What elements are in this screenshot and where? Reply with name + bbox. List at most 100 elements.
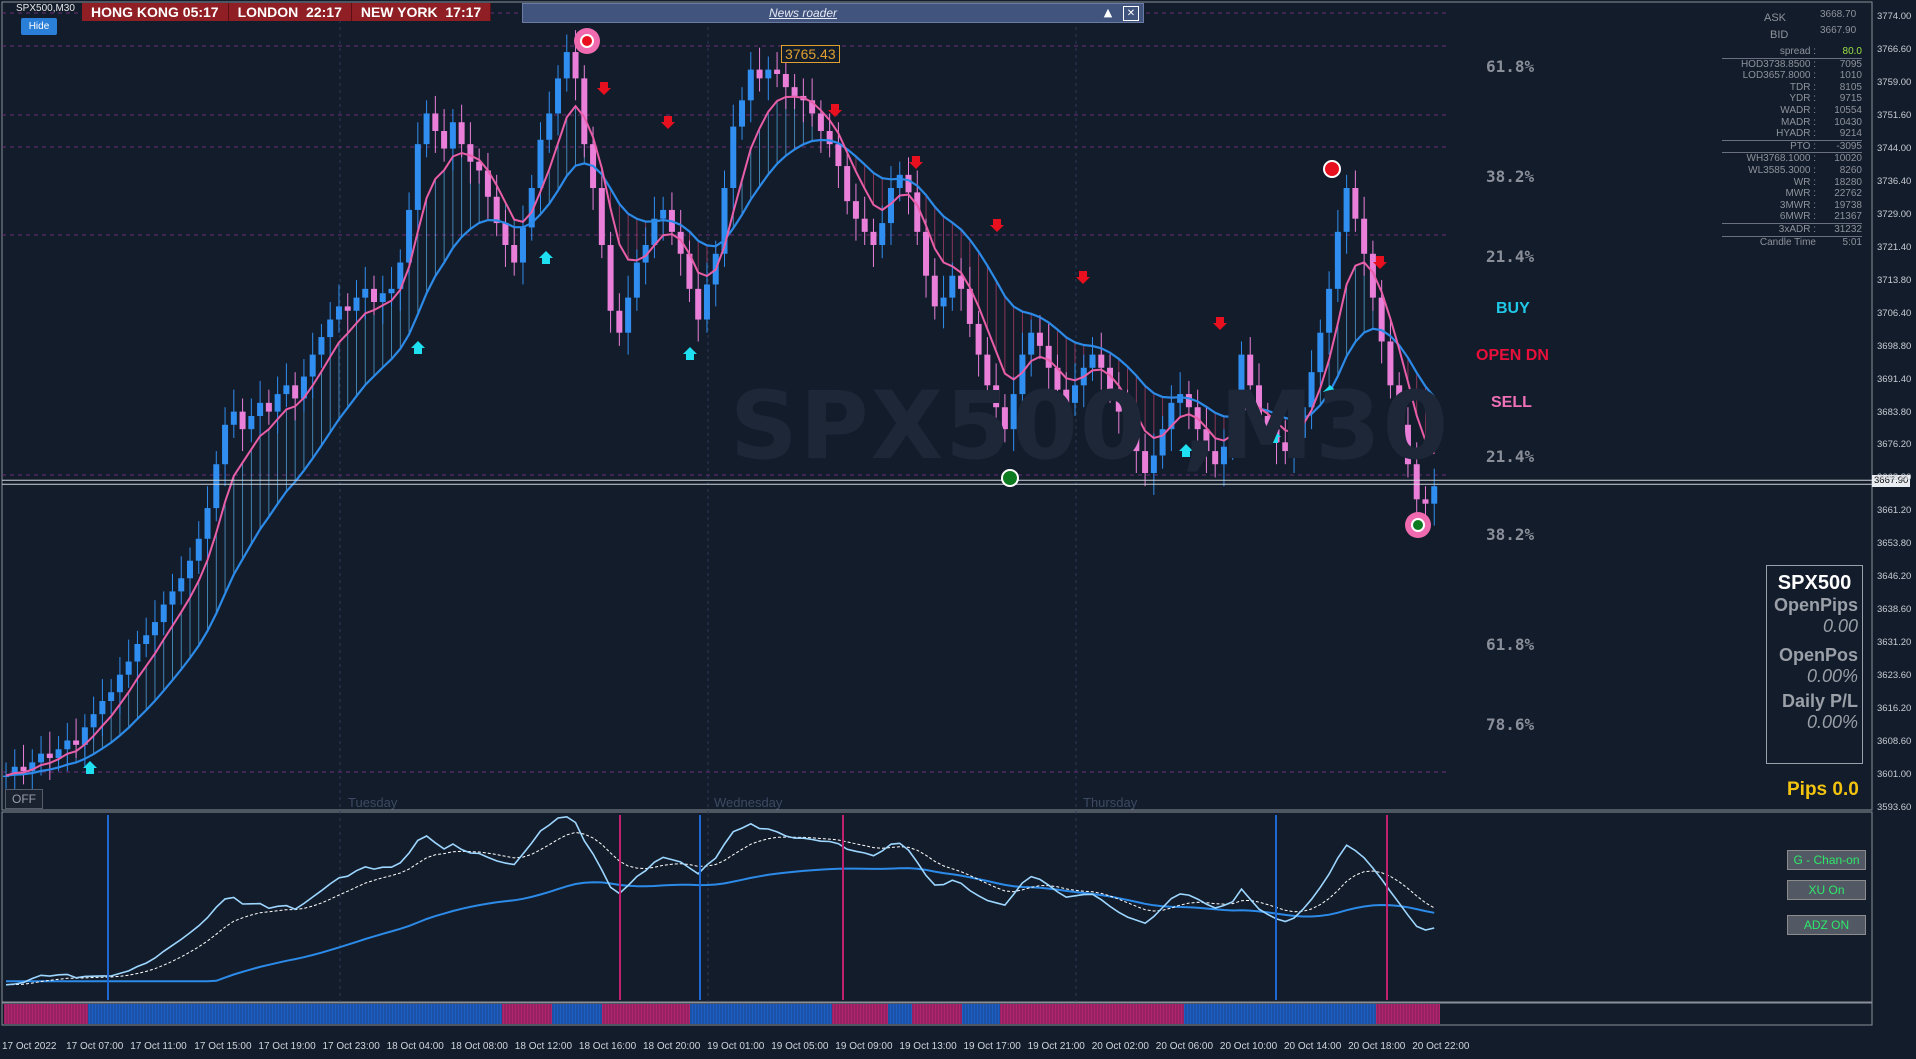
candle-body bbox=[1150, 455, 1157, 474]
candle-body bbox=[125, 661, 132, 675]
info-row-label: WR : bbox=[1793, 176, 1816, 188]
info-row: spread : 80.0 bbox=[1722, 46, 1862, 58]
candle-body bbox=[511, 245, 518, 263]
candle-body bbox=[1413, 464, 1420, 500]
candle-body bbox=[1203, 429, 1210, 452]
price-tick-label: 3646.20 bbox=[1877, 571, 1912, 583]
trend-strip-block bbox=[690, 1004, 832, 1024]
world-clocks: HONG KONG 05:17 LONDON 22:17 NEW YORK 17… bbox=[82, 3, 492, 21]
candle-body bbox=[265, 402, 272, 412]
candle-body bbox=[1369, 253, 1376, 298]
buy-arrow bbox=[539, 251, 553, 264]
candle-body bbox=[344, 306, 351, 311]
candle-body bbox=[782, 74, 789, 88]
time-tick-label: 20 Oct 22:00 bbox=[1412, 1041, 1470, 1052]
fib-level-label: 38.2% bbox=[1486, 525, 1535, 544]
info-row: MADR : 10430 bbox=[1722, 117, 1862, 129]
info-panel: spread :80.0 HOD3738.8500 :7095 LOD3657.80… bbox=[1722, 46, 1862, 248]
news-reader-title[interactable]: News roader bbox=[768, 6, 838, 20]
fib-level-label: 61.8% bbox=[1486, 57, 1535, 76]
clock-hong-kong: HONG KONG 05:17 bbox=[82, 3, 229, 21]
candle-body bbox=[528, 188, 535, 228]
candle-body bbox=[1124, 411, 1131, 434]
off-toggle-button[interactable]: OFF bbox=[5, 789, 43, 809]
candle-body bbox=[1317, 332, 1324, 373]
info-row-label: 6MWR : bbox=[1779, 211, 1816, 223]
candle-body bbox=[81, 727, 88, 745]
hide-button[interactable]: Hide bbox=[21, 18, 57, 35]
candle-body bbox=[1168, 402, 1175, 430]
candle-body bbox=[1001, 407, 1008, 430]
price-tick-label: 3736.40 bbox=[1877, 175, 1912, 187]
time-tick-label: 18 Oct 20:00 bbox=[643, 1041, 701, 1052]
candle-body bbox=[195, 538, 202, 561]
symbol-title: SPX500,M30 bbox=[16, 3, 75, 14]
price-tick-label: 3661.20 bbox=[1877, 505, 1912, 517]
news-reader-bar[interactable]: News roader ▲ ✕ bbox=[522, 3, 1144, 23]
info-row-label: HYADR : bbox=[1776, 128, 1816, 140]
info-row-label: TDR : bbox=[1789, 81, 1816, 93]
adz-button[interactable]: ADZ ON bbox=[1787, 915, 1866, 935]
candle-body bbox=[949, 275, 956, 298]
indicator-fast-line bbox=[5, 815, 1435, 986]
info-row: HYADR : 9214 bbox=[1722, 128, 1862, 140]
info-row: PTO : -3095 bbox=[1722, 139, 1862, 153]
info-row-value: -3095 bbox=[1836, 140, 1862, 152]
time-tick-label: 20 Oct 02:00 bbox=[1091, 1041, 1149, 1052]
sell-arrow bbox=[1076, 271, 1090, 284]
candle-body bbox=[1431, 486, 1438, 504]
open-pos-value: 0.00% bbox=[1806, 666, 1858, 686]
info-row-value: 8105 bbox=[1839, 81, 1862, 93]
candle-body bbox=[1352, 188, 1359, 219]
price-tick-label: 3691.40 bbox=[1877, 373, 1912, 385]
candle-body bbox=[432, 113, 439, 132]
candle-body bbox=[388, 288, 395, 294]
candle-body bbox=[1378, 297, 1385, 342]
buy-arrow bbox=[1179, 444, 1193, 457]
bid-label: BID bbox=[1770, 29, 1789, 41]
close-icon[interactable]: ✕ bbox=[1123, 6, 1139, 21]
candle-body bbox=[38, 753, 45, 763]
candle-body bbox=[852, 201, 859, 219]
xu-button[interactable]: XU On bbox=[1787, 880, 1866, 900]
candle-body bbox=[817, 113, 824, 132]
price-tick-label: 3593.60 bbox=[1877, 802, 1912, 813]
strip-pane-frame bbox=[1, 1002, 1873, 1026]
candle-body bbox=[774, 69, 781, 75]
candle-body bbox=[1255, 385, 1262, 417]
time-tick-label: 18 Oct 16:00 bbox=[578, 1041, 637, 1052]
candle-body bbox=[143, 635, 150, 645]
triangle-up-icon[interactable]: ▲ bbox=[1103, 6, 1113, 19]
slow-ma-line bbox=[5, 138, 1436, 777]
info-row-value: 8260 bbox=[1839, 164, 1862, 176]
candle-body bbox=[703, 284, 710, 320]
candle-body bbox=[90, 714, 97, 728]
info-row-label: LOD3657.8000 : bbox=[1742, 70, 1816, 82]
candle-body bbox=[984, 354, 991, 386]
candle-body bbox=[616, 310, 623, 333]
g-chan-button[interactable]: G - Chan-on bbox=[1787, 850, 1866, 870]
info-row: Candle Time 5:01 bbox=[1722, 235, 1862, 249]
swing-high-marker bbox=[580, 34, 594, 48]
info-row: 3xADR : 31232 bbox=[1722, 222, 1862, 236]
candle-body bbox=[151, 622, 158, 636]
swing-high-marker bbox=[1323, 160, 1341, 178]
candle-body bbox=[1089, 354, 1096, 368]
time-tick-label: 18 Oct 04:00 bbox=[386, 1041, 444, 1052]
fib-level-label: 61.8% bbox=[1486, 635, 1535, 654]
fib-level-label: 21.4% bbox=[1486, 247, 1535, 266]
candle-body bbox=[134, 644, 141, 662]
sell-arrow bbox=[909, 156, 923, 169]
candle-body bbox=[756, 69, 763, 79]
info-row-label: Candle Time bbox=[1759, 236, 1816, 248]
time-tick-label: 20 Oct 14:00 bbox=[1284, 1041, 1342, 1052]
candle-body bbox=[537, 139, 544, 189]
fib-level-label: 21.4% bbox=[1486, 447, 1535, 466]
candle-body bbox=[99, 701, 106, 715]
candle-body bbox=[116, 674, 123, 693]
info-row-value: 22762 bbox=[1834, 188, 1862, 200]
candle-body bbox=[598, 188, 605, 246]
time-tick-label: 17 Oct 2022 bbox=[2, 1041, 57, 1052]
candle-body bbox=[46, 753, 53, 759]
